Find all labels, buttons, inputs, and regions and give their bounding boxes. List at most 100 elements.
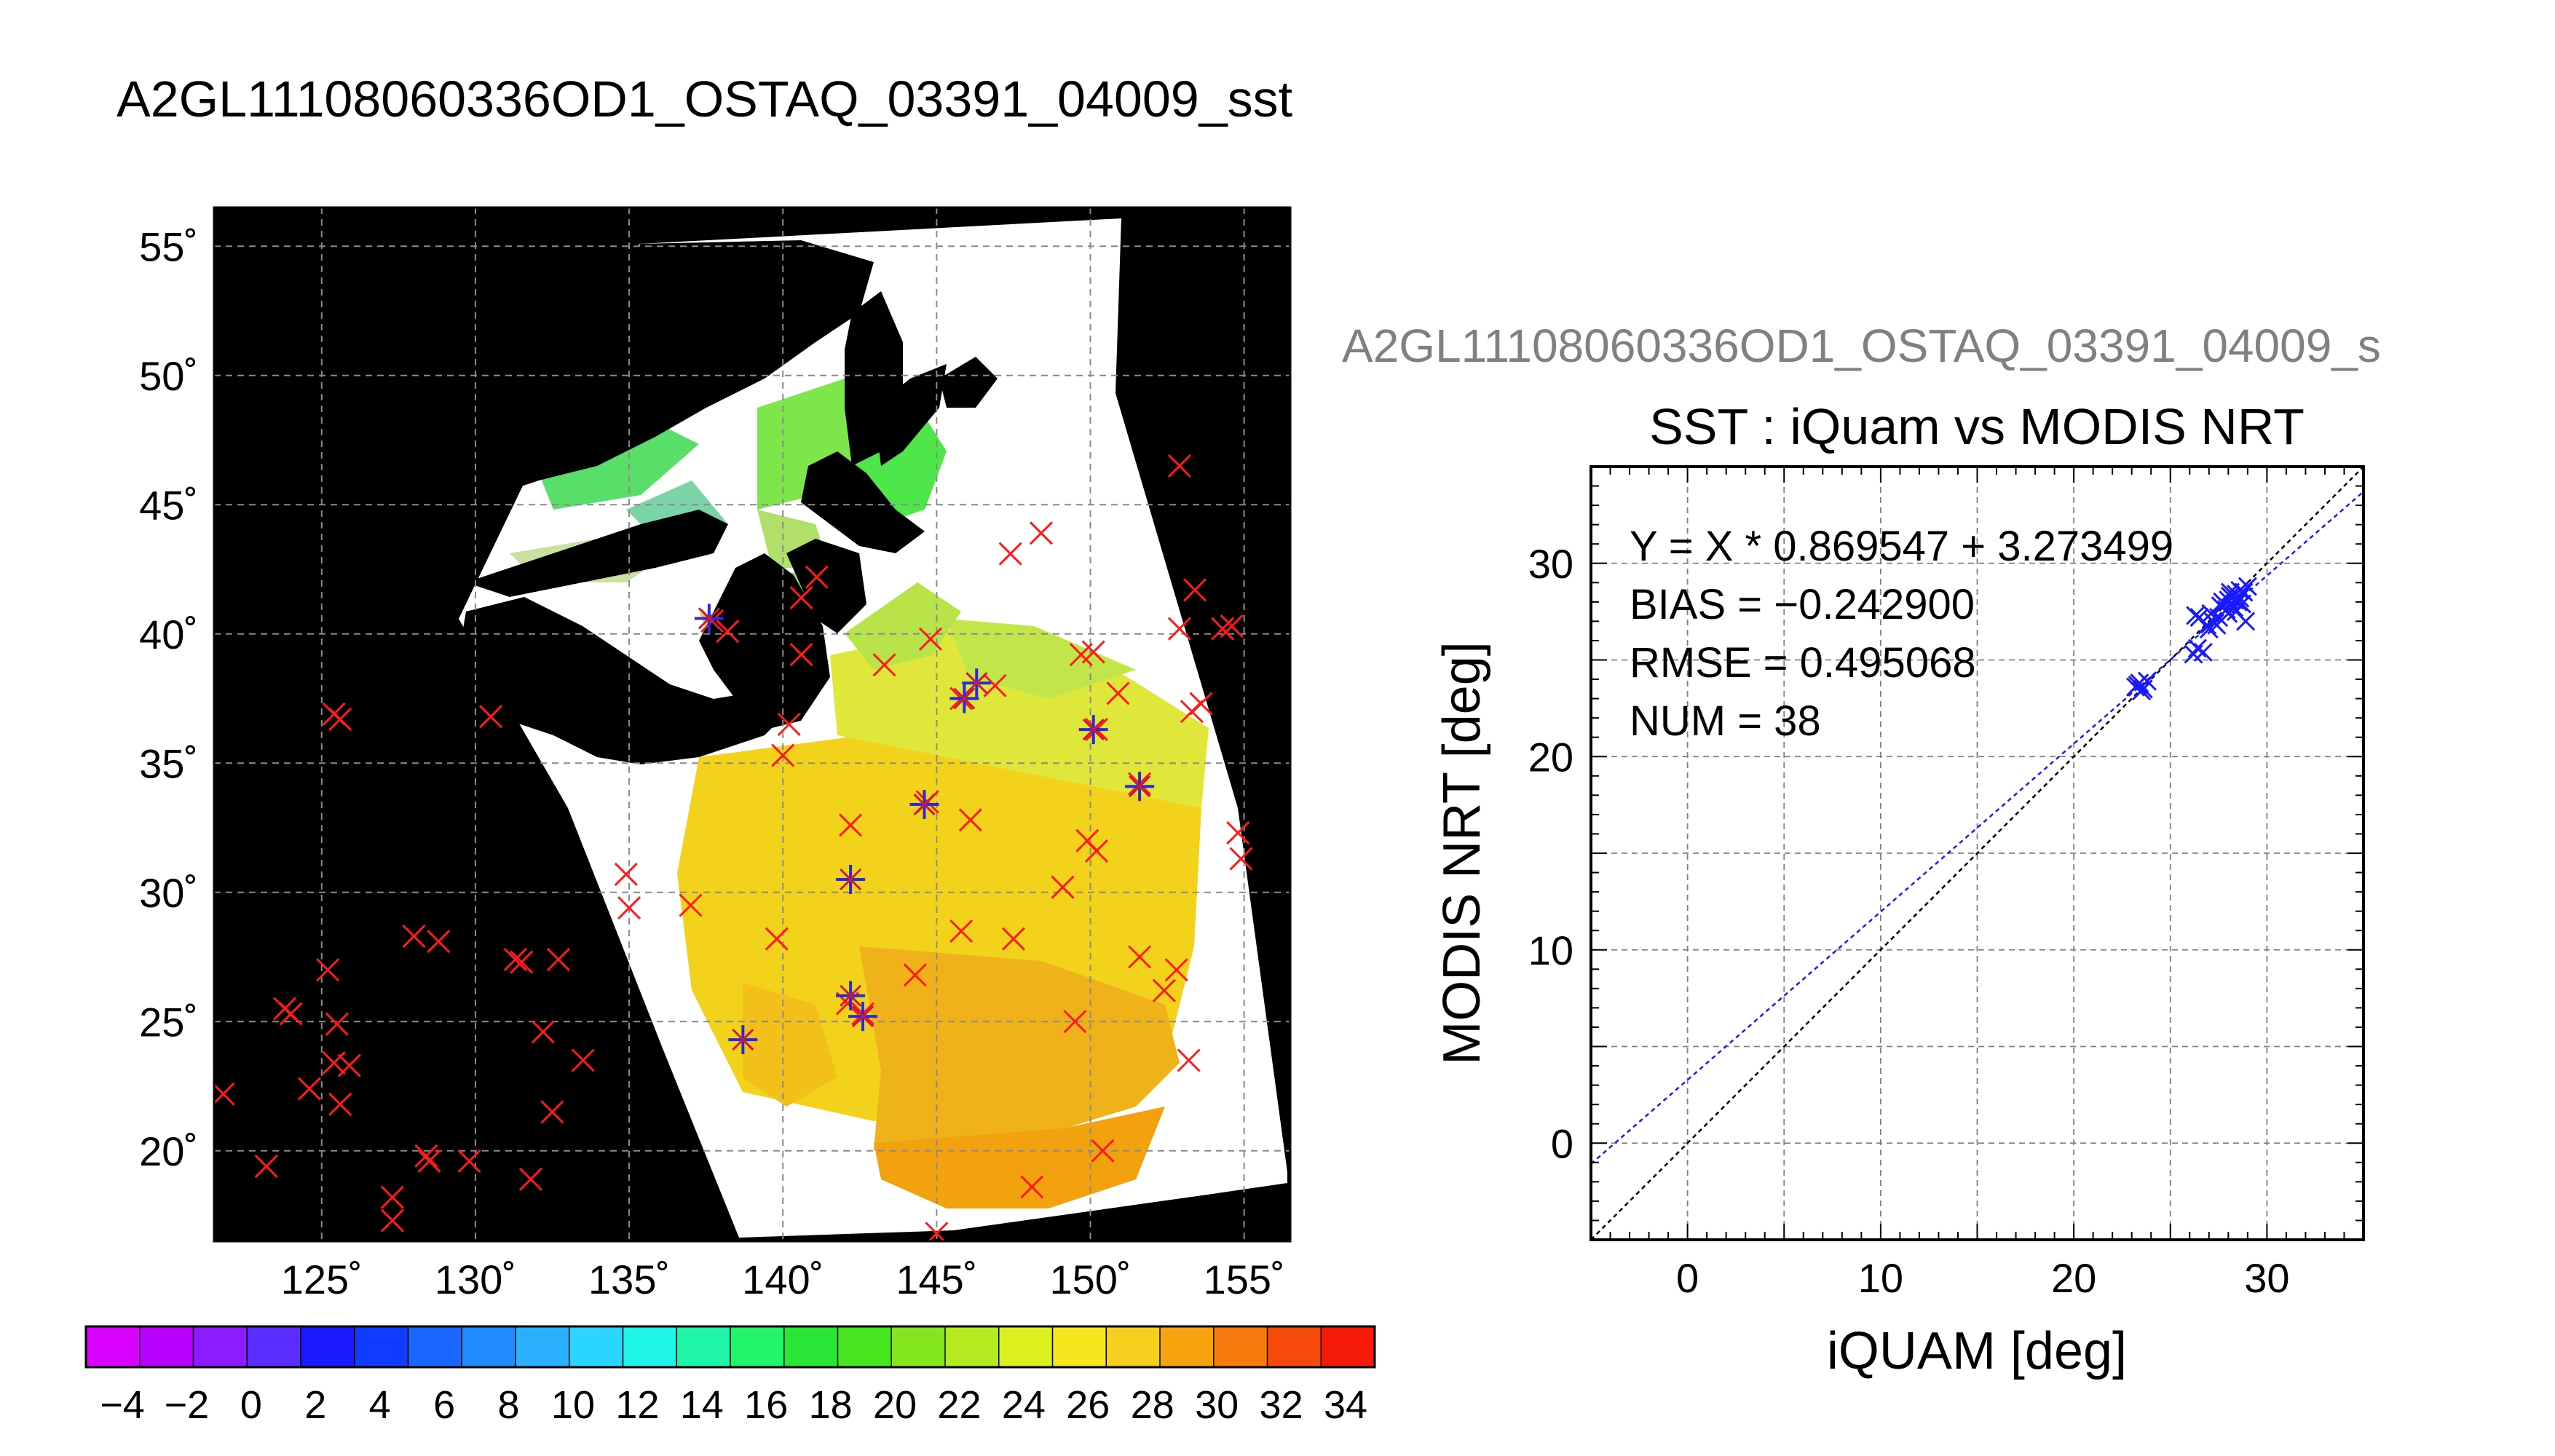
stat-fit-equation: Y = X * 0.869547 + 3.273499 — [1630, 523, 2173, 570]
map-cross-marker — [949, 919, 974, 943]
map-lat-tick-label: 40˚ — [139, 612, 198, 657]
map-cross-stroke — [380, 1208, 404, 1233]
scatter-point-stroke — [2226, 602, 2246, 622]
map-cross-stroke — [1183, 578, 1207, 602]
scatter-point — [2209, 608, 2229, 628]
map-cross-stroke — [903, 963, 927, 987]
map-cross-marker — [998, 542, 1022, 566]
colorbar-cell — [623, 1326, 677, 1367]
map-lon-tick-label: 125˚ — [281, 1257, 363, 1302]
map-star-stroke — [953, 687, 976, 710]
scatter-panel: Y = X * 0.869547 + 3.273499 BIAS = −0.24… — [1433, 465, 2365, 1380]
map-cross-stroke — [279, 1002, 303, 1026]
map-cross-marker — [839, 813, 863, 837]
map-cross-stroke — [510, 950, 534, 974]
map-cross-stroke — [872, 653, 896, 677]
map-cross-stroke — [414, 1144, 438, 1168]
map-markers — [214, 454, 1253, 1241]
map-lat-tick-label: 55˚ — [139, 223, 198, 269]
scatter-y-axis-label: MODIS NRT [deg] — [1433, 641, 1491, 1065]
map-cross-stroke — [1063, 1010, 1087, 1034]
map-cross-marker — [380, 1185, 404, 1209]
map-cross-marker — [1020, 1175, 1044, 1199]
map-star-marker — [728, 1025, 758, 1055]
map-cross-marker — [540, 1100, 564, 1124]
colorbar-cell — [730, 1326, 785, 1367]
map-cross-marker — [1106, 681, 1130, 705]
map-cross-marker — [1164, 958, 1188, 982]
map-cross-marker — [1211, 617, 1235, 641]
scatter-point — [2226, 602, 2246, 622]
colorbar-cell — [1052, 1326, 1107, 1367]
map-cross-marker — [1084, 839, 1109, 863]
map-cross-marker — [903, 963, 927, 987]
map-cross-stroke — [1167, 454, 1192, 478]
scatter-suptitle: A2GL11108060336OD1_OSTAQ_03391_04009_s — [1342, 320, 2381, 372]
map-cross-stroke — [805, 565, 829, 589]
map-cross-stroke — [328, 707, 352, 731]
map-cross-stroke — [297, 1077, 321, 1101]
map-lon-tick-label: 155˚ — [1204, 1257, 1285, 1302]
map-cross-stroke — [1164, 958, 1188, 982]
colorbar-cell — [408, 1326, 462, 1367]
colorbar-cell — [837, 1326, 892, 1367]
map-cross-stroke — [427, 930, 451, 954]
colorbar-tick-label: 12 — [615, 1383, 659, 1427]
colorbar-tick-label: 2 — [304, 1383, 326, 1427]
colorbar-tick-label: 16 — [744, 1383, 788, 1427]
scatter-point-stroke — [2230, 588, 2250, 608]
map-cross-marker — [614, 862, 638, 886]
colorbar-cell — [1267, 1326, 1322, 1367]
colorbar-cell — [462, 1326, 516, 1367]
scatter-y-tick-label: 0 — [1551, 1120, 1573, 1166]
map-cross-stroke — [1084, 839, 1109, 863]
scatter-point — [2197, 615, 2217, 635]
map-cross-stroke — [1081, 640, 1105, 664]
scatter-x-tick-label: 30 — [2244, 1255, 2289, 1301]
colorbar-cell — [139, 1326, 194, 1367]
colorbar-frame — [84, 1325, 1376, 1369]
map-cross-marker — [571, 1048, 595, 1072]
map-cross-marker — [478, 705, 503, 729]
colorbar-tick-label: 14 — [680, 1383, 724, 1427]
map-cross-stroke — [531, 1020, 555, 1044]
scatter-point — [2193, 642, 2213, 662]
map-cross-marker — [427, 930, 451, 954]
colorbar-cell — [247, 1326, 301, 1367]
map-cross-stroke — [918, 627, 942, 651]
map-lon-tick-label: 140˚ — [742, 1257, 824, 1302]
map-lon-tick-label: 150˚ — [1049, 1257, 1131, 1302]
map-cross-marker — [872, 653, 896, 677]
map-cross-stroke — [614, 862, 638, 886]
map-cross-stroke — [478, 705, 503, 729]
map-cross-stroke — [1220, 614, 1244, 638]
sst-field — [510, 379, 1209, 1208]
map-cross-stroke — [1020, 1175, 1044, 1199]
map-cross-marker — [1152, 978, 1176, 1002]
scatter-point-stroke — [2224, 590, 2244, 610]
colorbar-tick-label: 34 — [1324, 1383, 1367, 1427]
map-cross-marker — [297, 1077, 321, 1101]
map-cross-stroke — [380, 1185, 404, 1209]
map-lat-tick-label: 45˚ — [139, 482, 198, 528]
colorbar-cell — [945, 1326, 1000, 1367]
map-cross-marker — [214, 1082, 235, 1106]
map-cross-stroke — [679, 893, 703, 917]
one-to-one-line — [1591, 467, 2364, 1240]
colorbar-cell — [193, 1326, 248, 1367]
map-cross-stroke — [402, 925, 426, 949]
map-cross-marker — [777, 712, 801, 737]
map-star-marker — [909, 790, 939, 820]
map-cross-marker — [1189, 692, 1213, 716]
map-star-marker — [1078, 715, 1108, 745]
colorbar-tick-label: −2 — [165, 1383, 210, 1427]
scatter-point — [2224, 590, 2244, 610]
colorbar-cell — [516, 1326, 570, 1367]
scatter-point — [2131, 681, 2152, 701]
scatter-x-tick-label: 20 — [2051, 1255, 2096, 1301]
scatter-point-stroke — [2219, 604, 2238, 623]
map-cross-marker — [771, 743, 795, 767]
scatter-title: SST : iQuam vs MODIS NRT — [1649, 398, 2305, 455]
scatter-points — [2125, 577, 2257, 701]
